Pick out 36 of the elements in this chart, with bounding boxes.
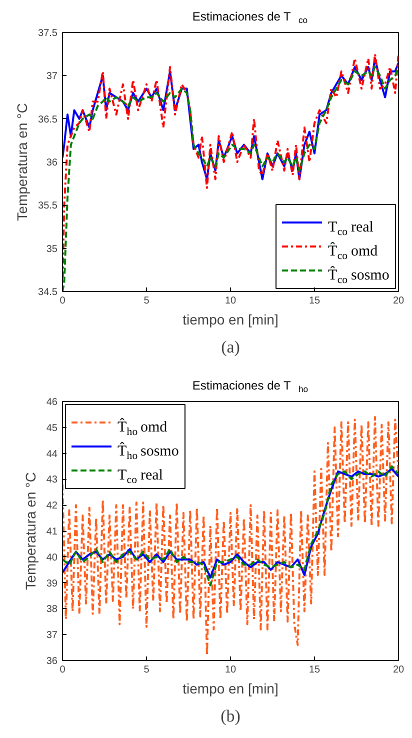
y-tick-label: 41 xyxy=(46,526,58,538)
text: (b) xyxy=(220,706,240,726)
line-series xyxy=(62,416,398,656)
line-series xyxy=(62,57,398,180)
x-tick-label: 15 xyxy=(308,296,320,306)
y-tick-label: 37.5 xyxy=(38,28,58,39)
y-tick-label: 45 xyxy=(46,422,58,434)
y-axis-title: Temperatura en °C xyxy=(14,103,30,221)
y-tick-label: 35.5 xyxy=(38,200,58,212)
y-tick-label: 39 xyxy=(46,578,58,590)
x-tick-label: 0 xyxy=(60,664,66,676)
x-tick-label: 15 xyxy=(308,664,320,676)
y-tick-label: 40 xyxy=(46,552,58,564)
y-tick-label: 46 xyxy=(46,397,58,408)
y-tick-label: 34.5 xyxy=(38,287,58,298)
y-tick-label: 37 xyxy=(46,71,58,82)
text: (a) xyxy=(221,338,240,356)
x-tick-label: 0 xyxy=(60,296,66,306)
x-tick-label: 10 xyxy=(224,664,236,676)
y-tick-label: 42 xyxy=(46,500,58,512)
x-tick-label: 5 xyxy=(144,296,150,306)
y-tick-label: 38 xyxy=(46,604,58,616)
y-tick-label: 36.5 xyxy=(38,114,58,126)
x-axis-title: tiempo en [min] xyxy=(182,312,278,328)
y-tick-label: 36 xyxy=(46,158,58,168)
x-tick-label: 20 xyxy=(392,296,404,306)
x-tick-label: 5 xyxy=(144,664,150,676)
x-tick-label: 20 xyxy=(392,664,404,676)
y-tick-label: 44 xyxy=(46,448,58,460)
y-tick-label: 36 xyxy=(46,656,58,667)
x-tick-label: 10 xyxy=(224,296,236,306)
y-tick-label: 35 xyxy=(46,244,58,255)
x-axis-title: tiempo en [min] xyxy=(182,680,278,696)
y-axis-title: Temperatura en °C xyxy=(22,472,38,590)
y-tick-label: 37 xyxy=(46,630,58,642)
y-tick-label: 43 xyxy=(46,474,58,486)
